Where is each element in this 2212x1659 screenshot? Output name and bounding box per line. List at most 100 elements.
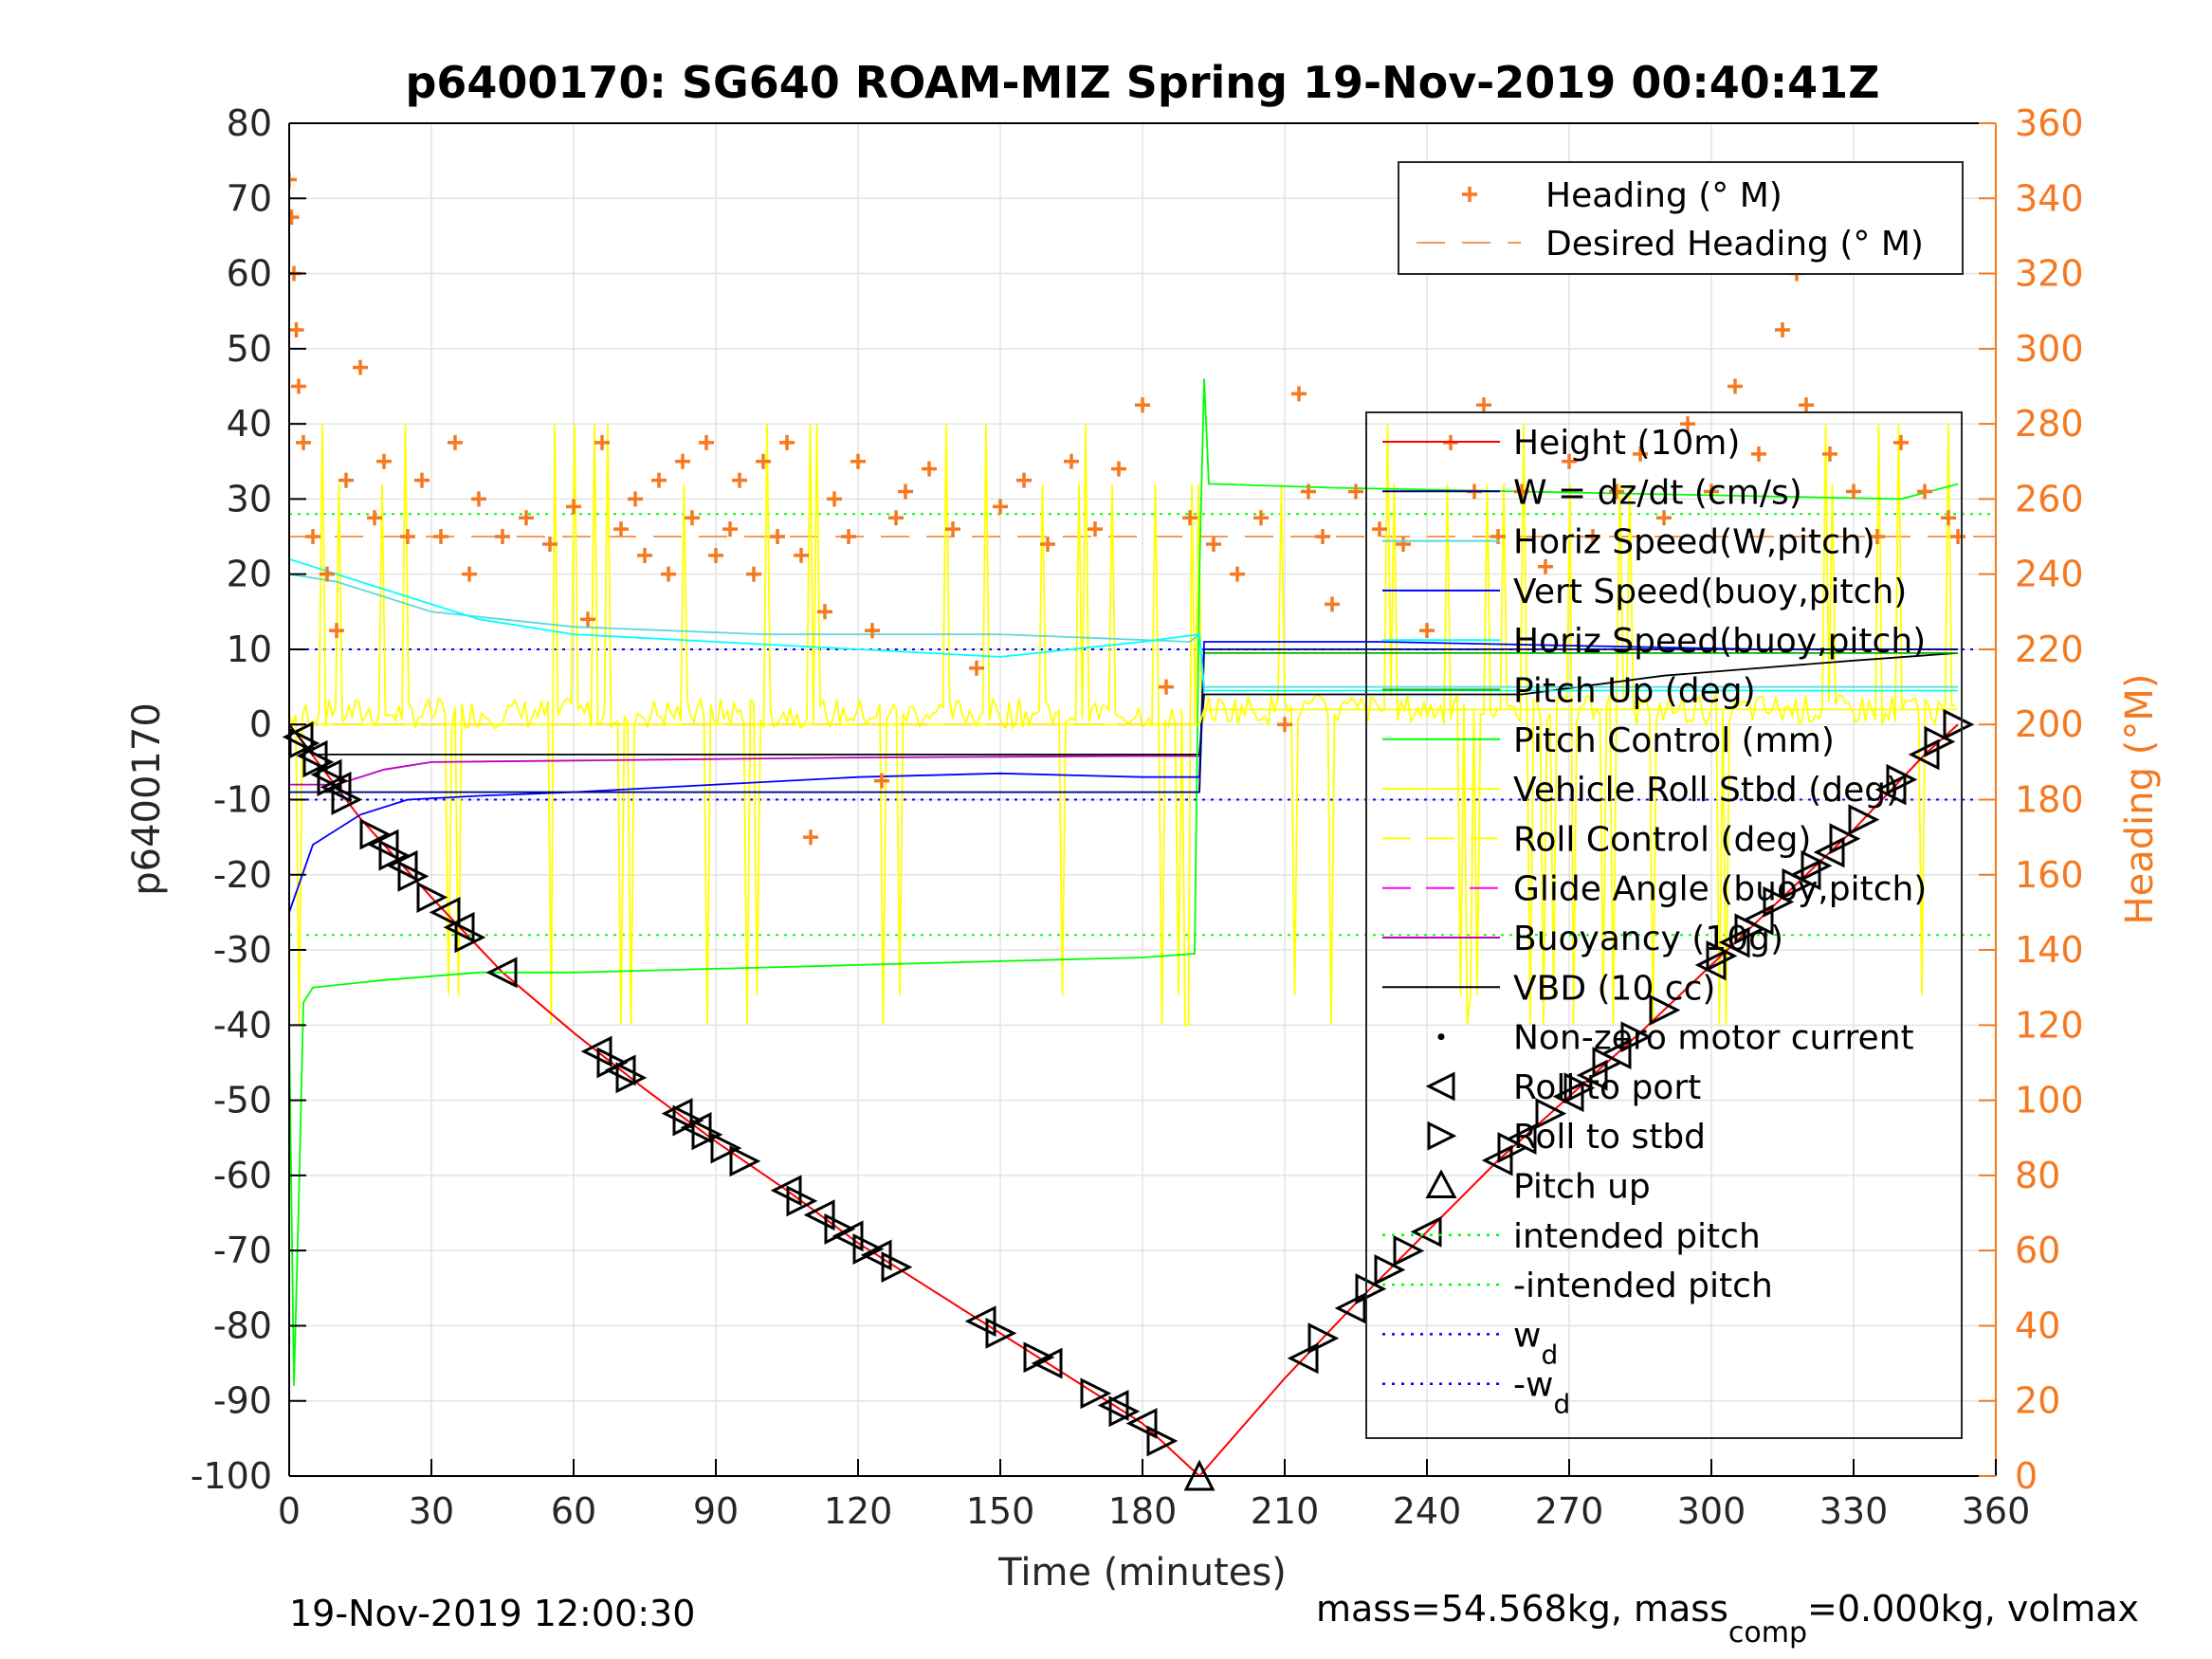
roll-to-stbd-marker: [691, 1119, 723, 1151]
legend-heading-box: [1398, 161, 1964, 275]
heading-point: [945, 521, 960, 538]
roll-to-stbd-marker: [1886, 763, 1918, 795]
legend-label: Horiz Speed(buoy,pitch): [1513, 622, 1926, 661]
heading-point: [1016, 472, 1032, 488]
roll-to-port-marker: [1287, 1342, 1319, 1375]
roll-to-stbd-marker: [1734, 913, 1766, 945]
legend-label-subscript: d: [1541, 1339, 1558, 1370]
legend-label: Roll Control (deg): [1513, 820, 1811, 859]
roll-to-port-marker: [296, 739, 328, 772]
series-vert-speed-buoy-pitch-: [289, 641, 1958, 913]
roll-to-stbd-marker: [1355, 1273, 1387, 1305]
legend-swatch: [1437, 1033, 1445, 1041]
heading-point: [794, 547, 809, 563]
heading-point: [1277, 717, 1292, 733]
heading-point: [1609, 483, 1624, 500]
heading-point: [637, 547, 652, 563]
roll-to-stbd-marker: [1374, 1254, 1406, 1285]
roll-to-stbd-marker: [1080, 1377, 1112, 1410]
heading-point: [628, 491, 643, 507]
roll-to-stbd-marker: [1307, 1322, 1340, 1355]
heading-point: [1372, 521, 1387, 538]
roll-to-stbd-marker: [672, 1104, 704, 1137]
heading-point: [462, 566, 477, 582]
legend-label: Roll to port: [1513, 1068, 1701, 1107]
heading-point: [1111, 461, 1126, 477]
x-tick-label: 210: [1251, 1490, 1320, 1532]
heading-point: [675, 453, 690, 469]
x-tick-label: 240: [1393, 1490, 1462, 1532]
heading-point: [1799, 397, 1814, 413]
legend-swatch: [1427, 1121, 1457, 1151]
series-buoyancy-10g-: [289, 755, 1199, 786]
legend-heading-label: Desired Heading (° M): [1545, 225, 1924, 264]
heading-point: [1206, 536, 1221, 552]
heading-point: [1846, 483, 1861, 500]
legend-label: Buoyancy (10g): [1513, 920, 1783, 958]
y-tick-label: -70: [213, 1230, 272, 1271]
heading-point: [1348, 483, 1363, 500]
y2-tick-label: 360: [2015, 102, 2084, 144]
y2-axis-label: Heading (°M): [2118, 674, 2162, 925]
heading-point: [699, 434, 714, 450]
y2-tick-label: 40: [2015, 1304, 2060, 1346]
roll-to-port-marker: [310, 758, 342, 791]
y2-tick-label: 140: [2015, 929, 2084, 971]
legend-heading: Heading (° M) Desired Heading (° M): [1398, 161, 1964, 275]
y-tick-label: -30: [213, 929, 272, 971]
heading-point: [1301, 483, 1316, 500]
roll-to-stbd-marker: [786, 1185, 818, 1217]
heading-point: [400, 529, 415, 545]
heading-point: [661, 566, 676, 582]
heading-point: [1419, 623, 1435, 639]
heading-point: [1941, 510, 1956, 526]
y2-axis-ticks: 0 20 40 60 80 100 120 140 160 180 200 220 240 260 280 3…: [1979, 102, 2084, 1497]
heading-point: [850, 453, 866, 469]
heading-point: [1040, 536, 1055, 552]
heading-point: [1064, 453, 1079, 469]
roll-to-port-marker: [1125, 1408, 1158, 1439]
roll-to-stbd-marker: [596, 1047, 629, 1079]
x-tick-label: 0: [278, 1490, 301, 1532]
heading-point: [1950, 529, 1965, 545]
heading-point: [296, 434, 311, 450]
y2-tick-label: 200: [2015, 703, 2084, 745]
roll-to-port-marker: [386, 849, 418, 882]
heading-point: [722, 521, 738, 538]
legend-label: W = dz/dt (cm/s): [1513, 473, 1802, 512]
y2-tick-label: 240: [2015, 554, 2084, 595]
y2-tick-label: 340: [2015, 177, 2084, 219]
y2-tick-label: 280: [2015, 403, 2084, 445]
x-tick-label: 180: [1108, 1490, 1178, 1532]
roll-to-port-marker: [803, 1199, 835, 1231]
heading-point: [289, 322, 304, 338]
heading-point: [353, 359, 368, 375]
roll-to-stbd-marker: [416, 882, 448, 913]
y-tick-label: -80: [213, 1304, 272, 1346]
series-horiz-speed-buoy-pitch-: [289, 557, 1958, 692]
x-axis-ticks: 0 30 60 90 120 150 180 210 240 270 300 330 360: [278, 1459, 2030, 1532]
heading-point: [770, 529, 785, 545]
roll-to-stbd-marker: [1848, 804, 1880, 836]
heading-point: [376, 453, 392, 469]
series-pitch-control-mm-: [289, 378, 1959, 1386]
roll-to-port-marker: [443, 911, 475, 943]
heading-point: [1917, 483, 1932, 500]
footer-timestamp: 19-Nov-2019 12:00:30: [289, 1593, 695, 1634]
heading-point: [888, 510, 904, 526]
legend-label: Non-zero motor current: [1513, 1019, 1914, 1058]
x-tick-label: 90: [693, 1490, 739, 1532]
legend-heading-label: Heading (° M): [1545, 176, 1782, 215]
heading-point: [1253, 510, 1269, 526]
x-tick-label: 150: [966, 1490, 1035, 1532]
legend-label: VBD (10 cc): [1513, 969, 1715, 1008]
y-tick-label: 70: [227, 177, 272, 219]
x-tick-label: 300: [1677, 1490, 1746, 1532]
legend-label: Roll to stbd: [1513, 1118, 1706, 1157]
legend-label: intended pitch: [1513, 1217, 1761, 1256]
heading-point: [367, 510, 382, 526]
y-tick-label: -90: [213, 1380, 272, 1422]
x-tick-label: 330: [1819, 1490, 1889, 1532]
y-axis-label: p6400170: [125, 702, 169, 896]
heading-point: [338, 472, 354, 488]
